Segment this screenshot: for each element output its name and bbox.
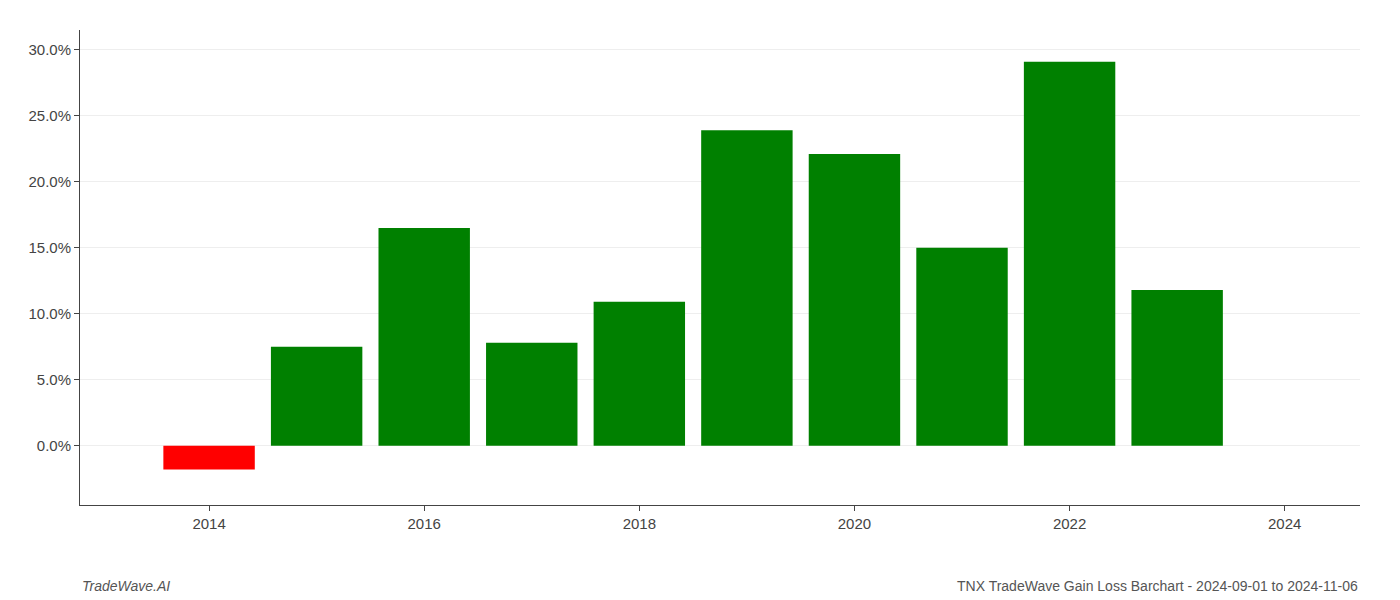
svg-text:20.0%: 20.0% [28,173,71,190]
svg-text:2022: 2022 [1053,515,1086,532]
svg-text:0.0%: 0.0% [37,437,71,454]
svg-text:15.0%: 15.0% [28,239,71,256]
svg-text:30.0%: 30.0% [28,41,71,58]
svg-text:2020: 2020 [838,515,871,532]
svg-text:TNX TradeWave Gain Loss Barcha: TNX TradeWave Gain Loss Barchart - 2024-… [957,578,1358,594]
svg-text:25.0%: 25.0% [28,107,71,124]
svg-text:2016: 2016 [408,515,441,532]
svg-text:10.0%: 10.0% [28,305,71,322]
svg-text:2014: 2014 [192,515,225,532]
svg-text:2024: 2024 [1268,515,1301,532]
svg-text:2018: 2018 [623,515,656,532]
svg-text:TradeWave.AI: TradeWave.AI [82,578,170,594]
svg-text:5.0%: 5.0% [37,371,71,388]
